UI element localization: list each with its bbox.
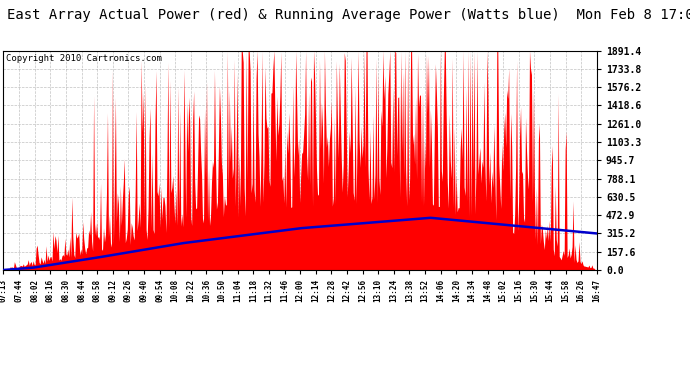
Text: Copyright 2010 Cartronics.com: Copyright 2010 Cartronics.com [6, 54, 162, 63]
Text: East Array Actual Power (red) & Running Average Power (Watts blue)  Mon Feb 8 17: East Array Actual Power (red) & Running … [7, 8, 690, 21]
